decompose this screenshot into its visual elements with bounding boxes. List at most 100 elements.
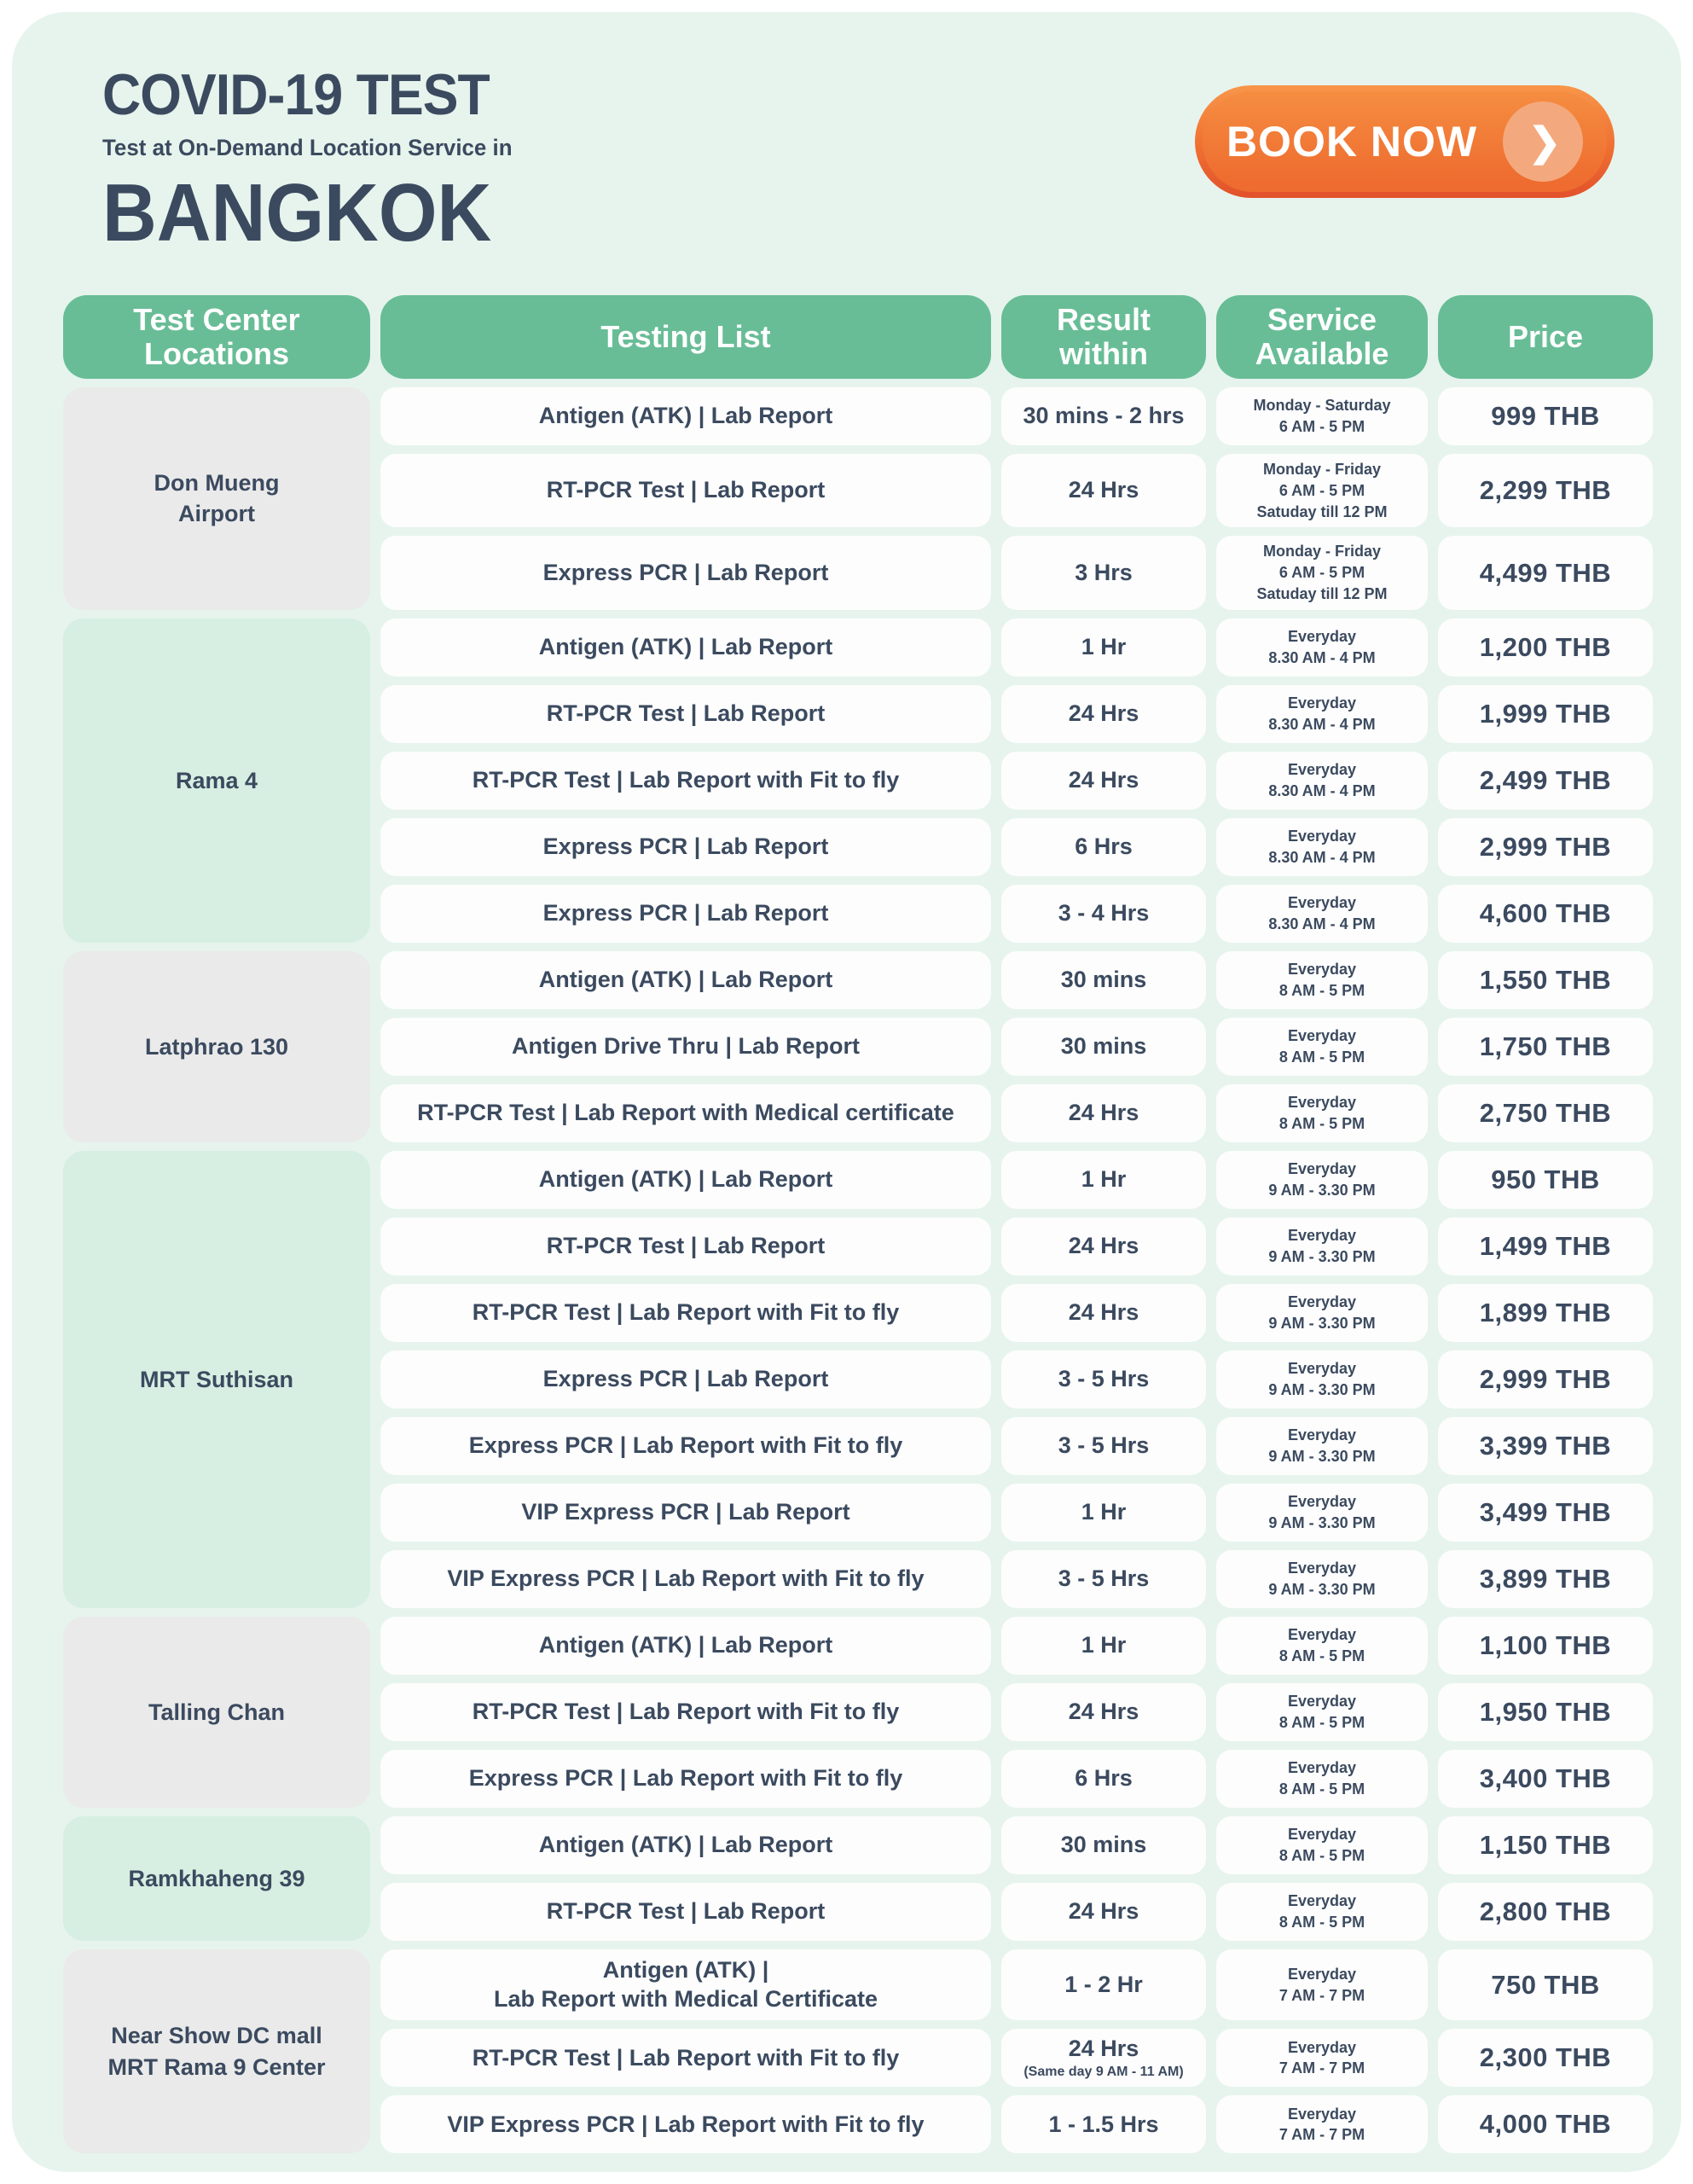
result-cell: 24 Hrs [1001, 684, 1206, 743]
price-cell: 4,000 THB [1438, 2095, 1653, 2154]
test-cell: RT-PCR Test | Lab Report with Fit to fly [380, 751, 991, 810]
result-cell: 1 Hr [1001, 1616, 1206, 1675]
service-cell: Everyday 8 AM - 5 PM [1216, 1682, 1428, 1741]
price-cell: 3,400 THB [1438, 1749, 1653, 1808]
test-cell: VIP Express PCR | Lab Report with Fit to… [380, 2095, 991, 2154]
result-cell: 6 Hrs [1001, 1749, 1206, 1808]
pricing-table: Test Center Locations Testing List Result wi… [63, 295, 1653, 2154]
price-cell: 1,899 THB [1438, 1283, 1653, 1342]
result-value: 24 Hrs [1068, 767, 1139, 793]
test-cell: VIP Express PCR | Lab Report [380, 1483, 991, 1542]
result-value: 24 Hrs [1068, 1299, 1139, 1326]
result-cell: 24 Hrs [1001, 454, 1206, 528]
result-cell: 24 Hrs [1001, 1882, 1206, 1941]
result-value: 24 Hrs [1068, 477, 1139, 503]
column-header-service-available: Service Available [1216, 295, 1428, 379]
service-cell: Everyday 8 AM - 5 PM [1216, 950, 1428, 1009]
result-cell: 3 - 5 Hrs [1001, 1416, 1206, 1475]
service-cell: Everyday 8.30 AM - 4 PM [1216, 684, 1428, 743]
test-cell: Antigen (ATK) | Lab Report [380, 387, 991, 445]
price-cell: 1,499 THB [1438, 1217, 1653, 1275]
book-now-button[interactable]: BOOK NOW ❯ [1195, 85, 1615, 198]
service-cell: Monday - Friday 6 AM - 5 PM Satuday till 1… [1216, 536, 1428, 610]
price-cell: 1,999 THB [1438, 684, 1653, 743]
book-now-label: BOOK NOW [1226, 118, 1478, 166]
location-cell: Don Mueng Airport [63, 387, 370, 610]
test-cell: RT-PCR Test | Lab Report with Medical ce… [380, 1083, 991, 1142]
result-cell: 3 Hrs [1001, 536, 1206, 610]
result-value: 24 Hrs [1068, 1233, 1139, 1259]
test-cell: VIP Express PCR | Lab Report with Fit to… [380, 1549, 991, 1608]
result-value: 3 - 5 Hrs [1058, 1565, 1150, 1592]
result-value: 24 Hrs [1068, 700, 1139, 727]
test-cell: Antigen (ATK) | Lab Report [380, 618, 991, 677]
service-cell: Everyday 7 AM - 7 PM [1216, 2029, 1428, 2088]
page-subtitle: Test at On-Demand Location Service in [102, 135, 513, 160]
price-cell: 1,750 THB [1438, 1017, 1653, 1076]
result-value: 30 mins - 2 hrs [1023, 403, 1185, 429]
location-cell: Ramkhaheng 39 [63, 1815, 370, 1941]
result-value: 3 - 5 Hrs [1058, 1432, 1150, 1459]
result-value: 3 Hrs [1075, 559, 1133, 585]
result-value: 1 Hr [1081, 1166, 1127, 1193]
price-cell: 2,999 THB [1438, 817, 1653, 876]
price-cell: 2,800 THB [1438, 1882, 1653, 1941]
result-cell: 30 mins [1001, 1815, 1206, 1874]
result-cell: 1 - 1.5 Hrs [1001, 2095, 1206, 2154]
service-cell: Everyday 8 AM - 5 PM [1216, 1815, 1428, 1874]
location-cell: MRT Suthisan [63, 1150, 370, 1608]
result-cell: 30 mins [1001, 1017, 1206, 1076]
service-cell: Everyday 8 AM - 5 PM [1216, 1083, 1428, 1142]
service-cell: Everyday 9 AM - 3.30 PM [1216, 1549, 1428, 1608]
result-value: 1 Hr [1081, 1632, 1127, 1658]
service-cell: Everyday 9 AM - 3.30 PM [1216, 1217, 1428, 1275]
price-cell: 3,899 THB [1438, 1549, 1653, 1608]
result-value: 24 Hrs [1068, 2036, 1139, 2062]
result-cell: 1 Hr [1001, 618, 1206, 677]
test-cell: RT-PCR Test | Lab Report [380, 1882, 991, 1941]
result-value: 3 - 4 Hrs [1058, 900, 1150, 926]
location-cell: Latphrao 130 [63, 950, 370, 1142]
result-cell: 3 - 5 Hrs [1001, 1350, 1206, 1409]
price-cell: 4,499 THB [1438, 536, 1653, 610]
price-cell: 2,999 THB [1438, 1350, 1653, 1409]
book-now-inner: BOOK NOW ❯ [1203, 91, 1607, 192]
result-cell: 3 - 5 Hrs [1001, 1549, 1206, 1608]
price-cell: 3,399 THB [1438, 1416, 1653, 1475]
price-cell: 999 THB [1438, 387, 1653, 445]
result-cell: 24 Hrs [1001, 1083, 1206, 1142]
result-value: 24 Hrs [1068, 1699, 1139, 1725]
result-cell: 3 - 4 Hrs [1001, 884, 1206, 943]
result-value: 1 Hr [1081, 634, 1127, 660]
price-cell: 1,950 THB [1438, 1682, 1653, 1741]
price-cell: 2,300 THB [1438, 2029, 1653, 2088]
result-value: 1 - 2 Hr [1064, 1971, 1143, 1997]
location-cell: Talling Chan [63, 1616, 370, 1808]
poster-card: COVID-19 TEST Test at On-Demand Location… [12, 12, 1681, 2172]
result-cell: 30 mins - 2 hrs [1001, 387, 1206, 445]
test-cell: RT-PCR Test | Lab Report [380, 684, 991, 743]
test-cell: Antigen (ATK) | Lab Report [380, 1150, 991, 1209]
header-title-block: COVID-19 TEST Test at On-Demand Location… [102, 61, 530, 260]
city-title: BANGKOK [102, 167, 492, 258]
service-cell: Everyday 9 AM - 3.30 PM [1216, 1416, 1428, 1475]
result-value: 6 Hrs [1075, 1765, 1133, 1792]
result-cell: 24 Hrs [1001, 1682, 1206, 1741]
result-value: 24 Hrs [1068, 1100, 1139, 1126]
result-cell: 30 mins [1001, 950, 1206, 1009]
test-cell: Antigen (ATK) | Lab Report [380, 1815, 991, 1874]
test-cell: Express PCR | Lab Report with Fit to fly [380, 1416, 991, 1475]
location-cell: Near Show DC mall MRT Rama 9 Center [63, 1949, 370, 2154]
price-cell: 4,600 THB [1438, 884, 1653, 943]
test-cell: Antigen (ATK) | Lab Report [380, 950, 991, 1009]
price-cell: 950 THB [1438, 1150, 1653, 1209]
price-cell: 2,299 THB [1438, 454, 1653, 528]
test-cell: Antigen (ATK) | Lab Report [380, 1616, 991, 1675]
price-cell: 1,150 THB [1438, 1815, 1653, 1874]
service-cell: Everyday 7 AM - 7 PM [1216, 2095, 1428, 2154]
result-value: 1 Hr [1081, 1499, 1127, 1525]
service-cell: Everyday 9 AM - 3.30 PM [1216, 1350, 1428, 1409]
service-cell: Everyday 8.30 AM - 4 PM [1216, 817, 1428, 876]
result-cell: 1 Hr [1001, 1483, 1206, 1542]
price-cell: 2,499 THB [1438, 751, 1653, 810]
